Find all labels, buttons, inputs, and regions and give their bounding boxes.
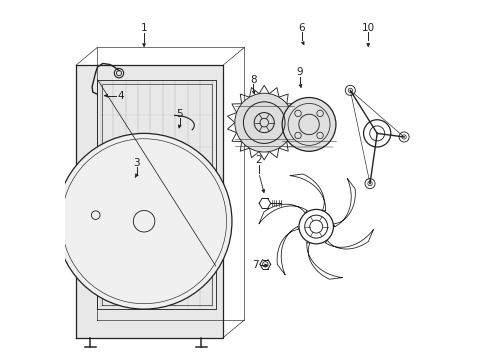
Circle shape bbox=[304, 215, 327, 238]
Text: 4: 4 bbox=[117, 91, 124, 101]
Text: 2: 2 bbox=[255, 155, 262, 165]
Polygon shape bbox=[76, 65, 223, 338]
Circle shape bbox=[309, 220, 322, 233]
Text: 10: 10 bbox=[361, 23, 374, 33]
Text: 7: 7 bbox=[251, 260, 258, 270]
Polygon shape bbox=[306, 243, 342, 279]
Circle shape bbox=[298, 210, 333, 244]
Text: 3: 3 bbox=[133, 158, 140, 168]
Text: 6: 6 bbox=[298, 23, 305, 33]
Circle shape bbox=[234, 93, 293, 152]
Polygon shape bbox=[289, 174, 325, 211]
Polygon shape bbox=[258, 204, 306, 224]
Text: 5: 5 bbox=[176, 109, 183, 119]
Text: 1: 1 bbox=[141, 23, 147, 33]
Circle shape bbox=[56, 134, 231, 309]
Polygon shape bbox=[325, 229, 373, 249]
Circle shape bbox=[282, 98, 335, 151]
Text: 9: 9 bbox=[296, 67, 303, 77]
Polygon shape bbox=[333, 178, 355, 226]
Polygon shape bbox=[277, 226, 299, 275]
Text: 8: 8 bbox=[250, 75, 256, 85]
